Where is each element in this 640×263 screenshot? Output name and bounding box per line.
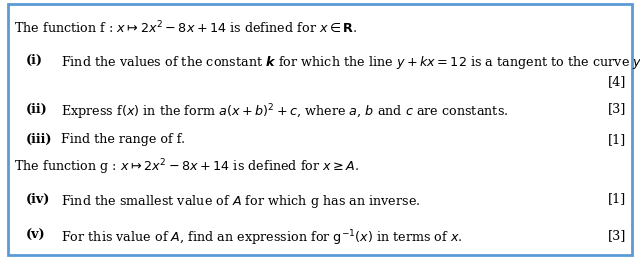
Text: Express f$(x)$ in the form $a(x + b)^2 + c$, where $a$, $b$ and $c$ are constant: Express f$(x)$ in the form $a(x + b)^2 +… xyxy=(61,103,508,122)
Text: The function f : $x \mapsto 2x^2 - 8x + 14$ is defined for $x \in \mathbf{R}$.: The function f : $x \mapsto 2x^2 - 8x + … xyxy=(14,20,358,36)
Text: [1]: [1] xyxy=(607,193,626,205)
Text: [3]: [3] xyxy=(607,229,626,242)
Text: Find the values of the constant $\boldsymbol{k}$ for which the line $y + kx = 12: Find the values of the constant $\boldsy… xyxy=(61,54,640,71)
Text: For this value of $A$, find an expression for ${\rm g}^{-1}(x)$ in terms of $x$.: For this value of $A$, find an expressio… xyxy=(61,229,463,249)
Text: [1]: [1] xyxy=(607,133,626,146)
Text: (v): (v) xyxy=(26,229,45,242)
Text: (ii): (ii) xyxy=(26,103,47,115)
Text: Find the range of f.: Find the range of f. xyxy=(61,133,185,146)
Text: [3]: [3] xyxy=(607,103,626,115)
Text: Find the smallest value of $A$ for which g has an inverse.: Find the smallest value of $A$ for which… xyxy=(61,193,420,210)
Text: (iv): (iv) xyxy=(26,193,50,205)
FancyBboxPatch shape xyxy=(8,4,632,255)
Text: (iii): (iii) xyxy=(26,133,52,146)
Text: [4]: [4] xyxy=(607,75,626,88)
Text: (i): (i) xyxy=(26,54,43,67)
Text: The function g : $x \mapsto 2x^2 - 8x + 14$ is defined for $x \geq A$.: The function g : $x \mapsto 2x^2 - 8x + … xyxy=(14,158,360,178)
